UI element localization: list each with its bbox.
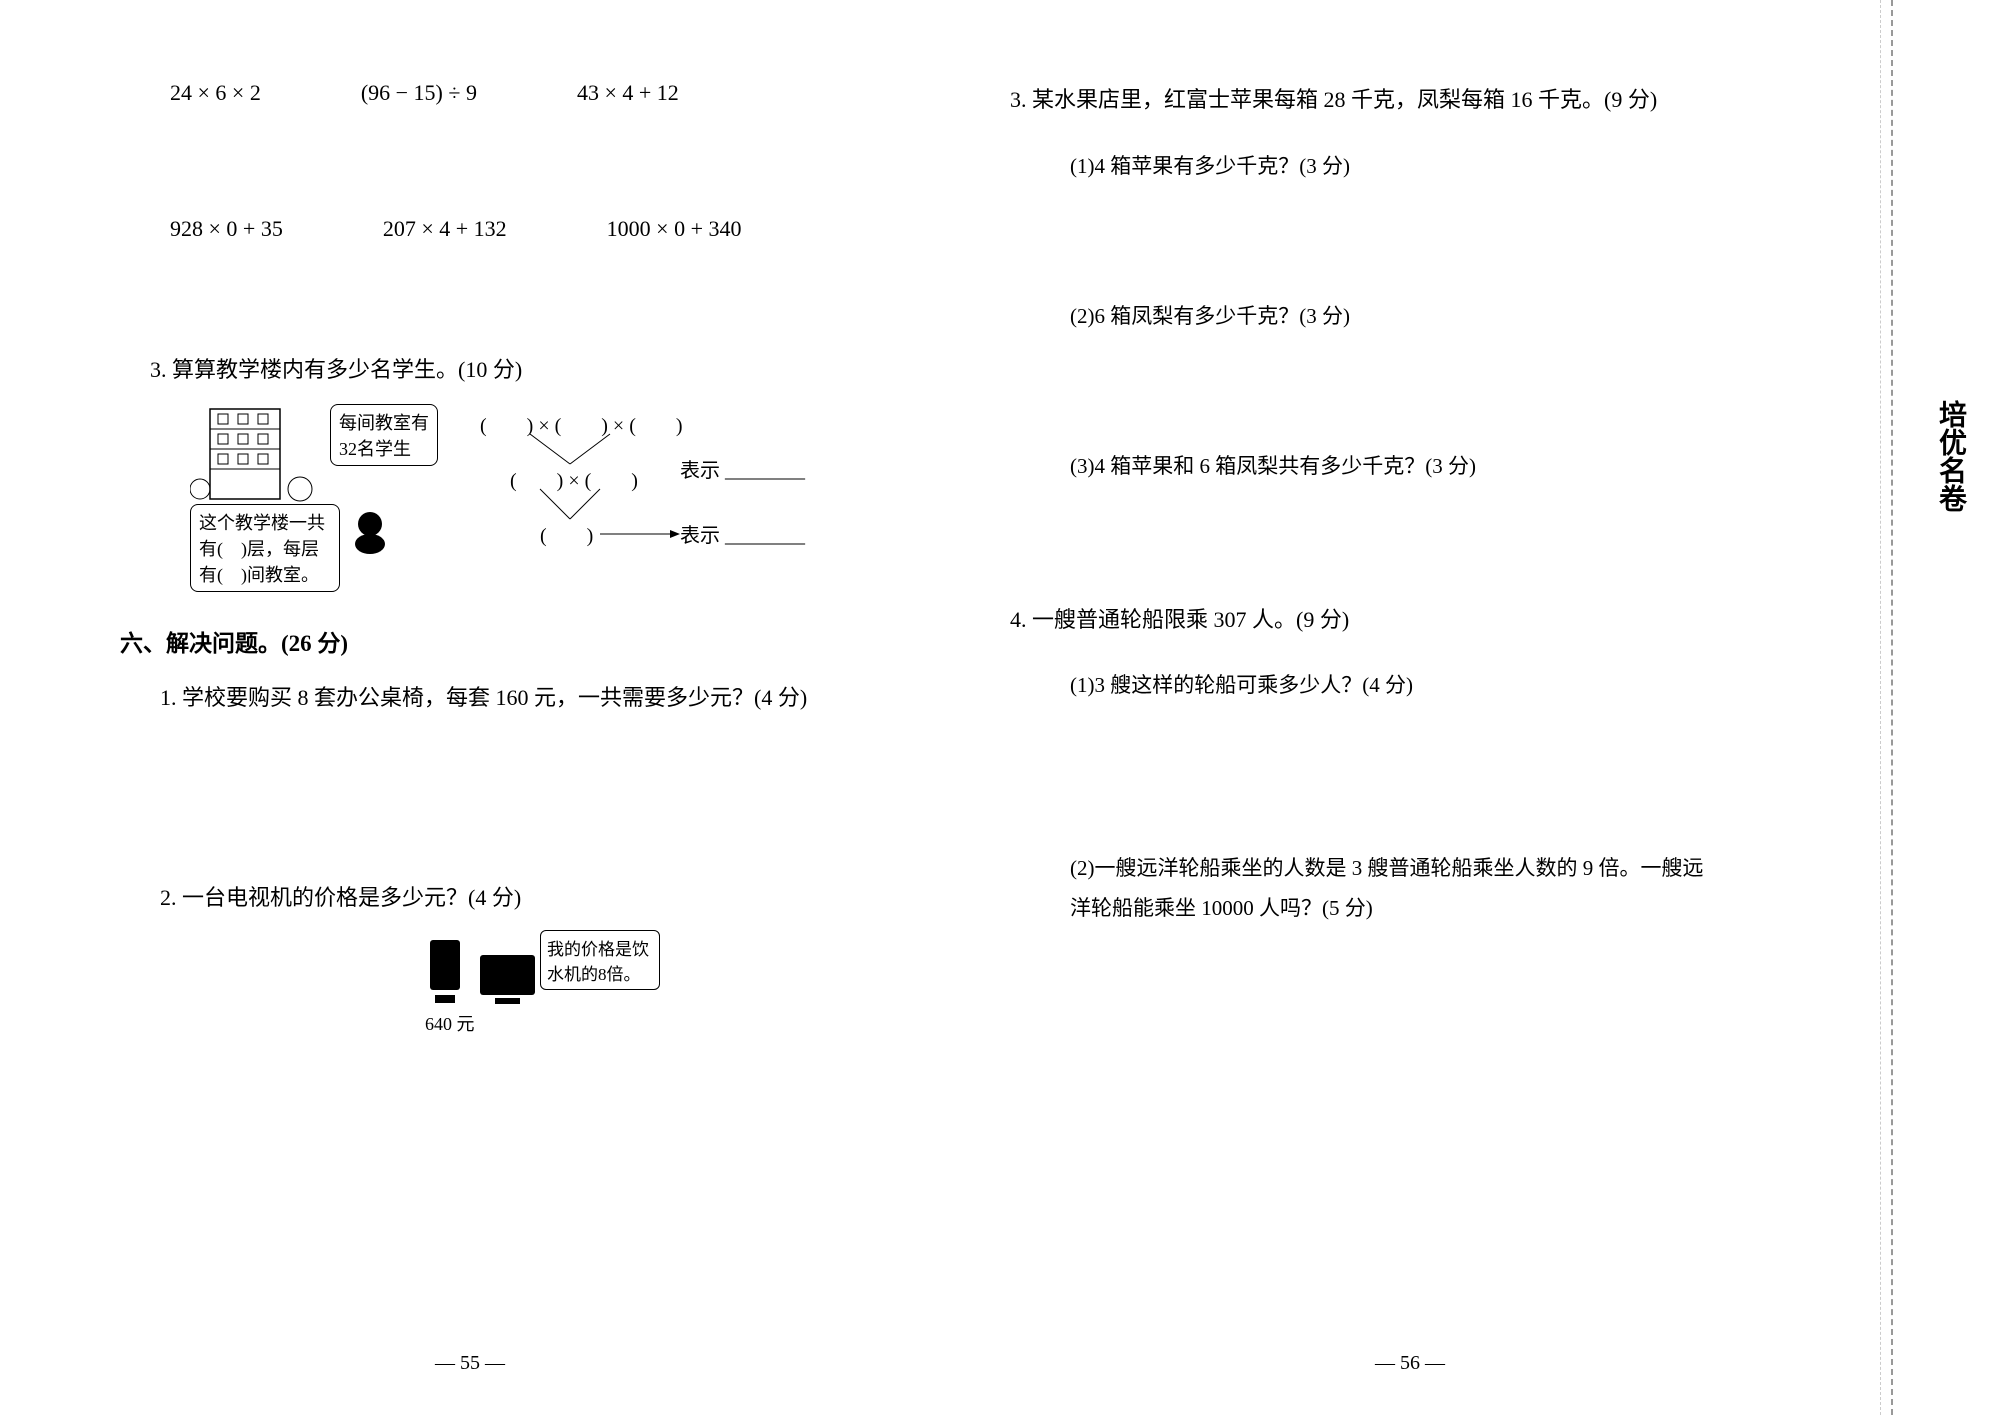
equation-2c: 1000 × 0 + 340 [607,216,742,242]
equation-1b: (96 − 15) ÷ 9 [361,80,477,106]
water-dispenser-price: 640 元 [425,1010,475,1036]
right-q4a: (1)3 艘这样的轮船可乘多少人？(4 分) [1000,669,1800,699]
right-page: 3. 某水果店里，红富士苹果每箱 28 千克，凤梨每箱 16 千克。(9 分) … [940,0,1880,1415]
tv-illustration: 640 元 我的价格是饮 水机的8倍。 [420,930,670,1045]
question-3-title: 3. 算算教学楼内有多少名学生。(10 分) [120,352,880,384]
tv-speech-bubble: 我的价格是饮 水机的8倍。 [540,930,660,990]
section-6-q1: 1. 学校要购买 8 套办公桌椅，每套 160 元，一共需要多少元？(4 分) [120,678,880,718]
equation-row-2: 928 × 0 + 35 207 × 4 + 132 1000 × 0 + 34… [120,216,880,242]
side-margin: 培优名卷 [1880,0,2000,1415]
right-q4-title: 4. 一艘普通轮船限乘 307 人。(9 分) [1000,600,1800,640]
equation-row-1: 24 × 6 × 2 (96 − 15) ÷ 9 43 × 4 + 12 [120,80,880,106]
book-badge: 培优名卷 [1930,400,1970,512]
section-6-q2: 2. 一台电视机的价格是多少元？(4 分) [120,878,880,918]
tree-arrow [600,524,700,544]
speech-bubble-2: 这个教学楼一共 有( )层，每层 有( )间教室。 [190,504,340,592]
left-page: 24 × 6 × 2 (96 − 15) ÷ 9 43 × 4 + 12 928… [0,0,940,1415]
equation-2b: 207 × 4 + 132 [383,216,507,242]
right-q3a: (1)4 箱苹果有多少千克？(3 分) [1000,150,1800,180]
child-illustration [340,504,520,554]
page-number-left: — 55 — [435,1352,505,1375]
right-q3c: (3)4 箱苹果和 6 箱凤梨共有多少千克？(3 分) [1000,450,1800,480]
page-number-right: — 56 — [1375,1352,1445,1375]
right-q3-title: 3. 某水果店里，红富士苹果每箱 28 千克，凤梨每箱 16 千克。(9 分) [1000,80,1800,120]
equation-1c: 43 × 4 + 12 [577,80,679,106]
section-6-header: 六、解决问题。(26 分) [120,624,880,658]
page-container: 24 × 6 × 2 (96 − 15) ÷ 9 43 × 4 + 12 928… [0,0,2000,1415]
diagram-box: 每间教室有 32名学生 这个教学楼一共 有( )层，每层 有( )间教室。 ( … [190,404,880,584]
tree-label-1: 表示 ________ [680,454,805,483]
speech-bubble-1: 每间教室有 32名学生 [330,404,438,466]
tree-line-3: ( ) [540,519,593,548]
equation-1a: 24 × 6 × 2 [170,80,261,106]
cut-line [1891,0,1893,1415]
equation-2a: 928 × 0 + 35 [170,216,283,242]
right-q4b: (2)一艘远洋轮船乘坐的人数是 3 艘普通轮船乘坐人数的 9 倍。一艘远 洋轮船… [1000,849,1800,929]
right-q3b: (2)6 箱凤梨有多少千克？(3 分) [1000,300,1800,330]
